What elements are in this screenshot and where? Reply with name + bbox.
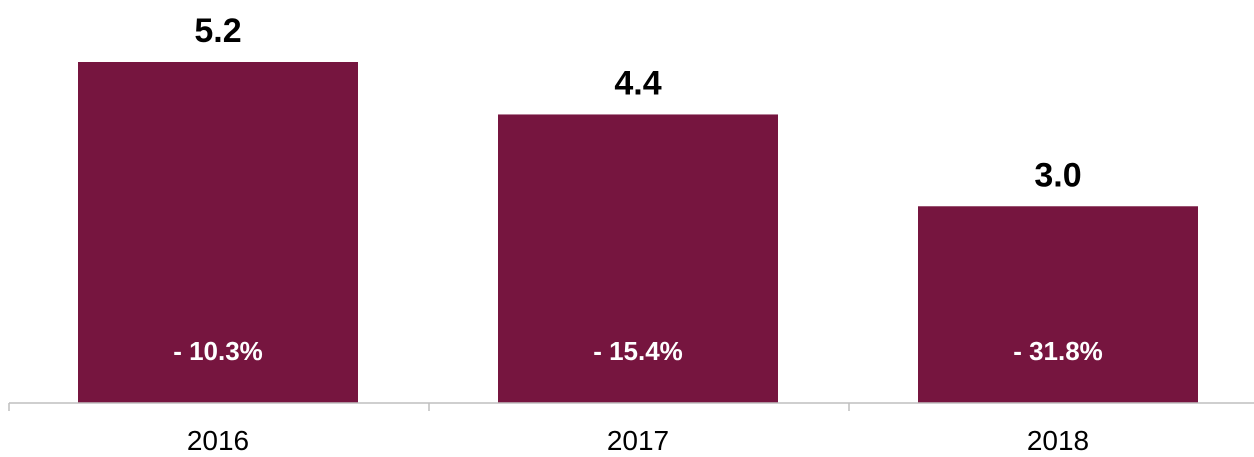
x-axis (8, 402, 1254, 411)
bar-2016 (78, 62, 358, 403)
bars (78, 62, 1198, 403)
change-label-2016: - 10.3% (173, 336, 263, 366)
value-label-2016: 5.2 (194, 12, 241, 50)
value-label-2018: 3.0 (1034, 156, 1081, 194)
value-label-2017: 4.4 (614, 64, 661, 102)
bar-2018 (918, 206, 1198, 403)
change-label-2018: - 31.8% (1013, 336, 1103, 366)
x-tick-label-2018: 2018 (1027, 425, 1089, 456)
x-tick-label-2016: 2016 (187, 425, 249, 456)
labels: 5.2 - 10.3% 2016 4.4 - 15.4% 2017 3.0 - 31.8% 20… (173, 12, 1103, 456)
change-label-2017: - 15.4% (593, 336, 683, 366)
x-tick-label-2017: 2017 (607, 425, 669, 456)
bar-2017 (498, 114, 778, 403)
